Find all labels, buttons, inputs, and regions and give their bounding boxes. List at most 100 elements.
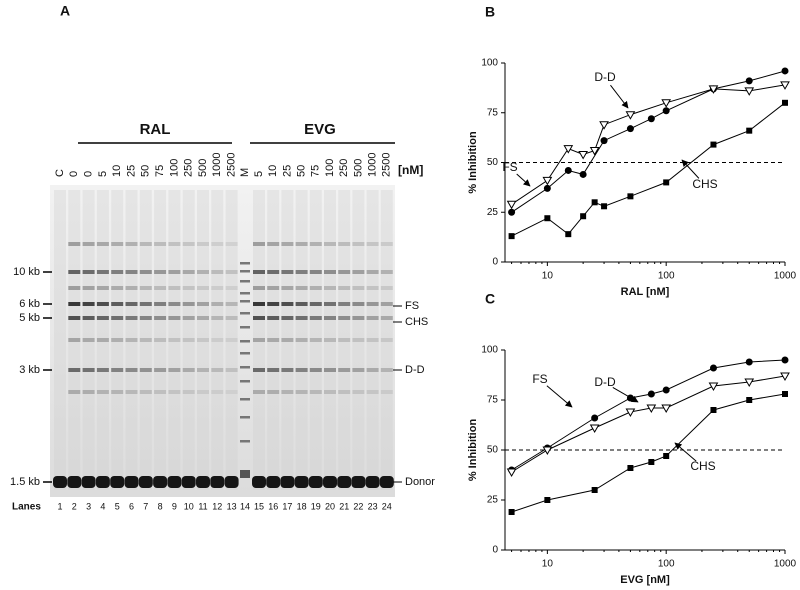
series-line — [511, 102, 786, 237]
marker — [591, 414, 599, 422]
lane-number: 20 — [325, 501, 335, 511]
band — [154, 316, 167, 320]
band — [324, 316, 336, 320]
marker — [782, 99, 788, 106]
lane-number: 16 — [268, 501, 278, 511]
marker — [544, 215, 551, 222]
band — [225, 242, 238, 246]
y-tick-label: 75 — [487, 395, 499, 406]
lane — [111, 190, 124, 490]
donor-band — [67, 476, 82, 488]
x-tick-label: 10 — [542, 271, 554, 282]
label-arrow — [612, 387, 639, 403]
band — [281, 242, 294, 246]
band — [154, 390, 167, 394]
band — [295, 270, 308, 274]
band — [225, 390, 238, 394]
band — [225, 270, 238, 274]
series-label: FS — [532, 372, 547, 386]
lane — [338, 190, 351, 490]
band — [309, 270, 322, 274]
band — [211, 368, 224, 372]
band — [324, 302, 336, 306]
lane-label: 1000 — [367, 153, 379, 177]
band — [295, 316, 308, 320]
size-marker: 10 kb — [13, 266, 40, 278]
marker — [780, 372, 790, 382]
donor-band — [365, 476, 380, 488]
donor-band — [252, 476, 266, 488]
band — [366, 242, 379, 246]
band — [197, 286, 209, 290]
band — [211, 316, 224, 320]
marker-band — [240, 326, 250, 329]
band — [352, 286, 365, 290]
band — [139, 316, 152, 320]
gel-image — [50, 185, 395, 497]
lane — [366, 190, 379, 490]
marker — [599, 121, 609, 130]
lane-label: 100 — [324, 159, 336, 177]
series-label: CHS — [692, 177, 717, 191]
marker — [542, 446, 553, 456]
band — [125, 286, 138, 290]
band — [225, 338, 238, 342]
band — [68, 390, 81, 394]
label-arrow — [610, 84, 629, 109]
marker — [646, 404, 657, 414]
marker — [781, 356, 789, 364]
series-label: FS — [502, 160, 517, 174]
band — [82, 270, 95, 274]
lane — [295, 190, 308, 490]
marker — [578, 151, 588, 160]
band — [96, 316, 109, 320]
band — [352, 302, 365, 306]
band — [211, 286, 224, 290]
band — [182, 338, 195, 342]
band — [380, 368, 393, 372]
band — [309, 286, 322, 290]
lane-number: 3 — [86, 501, 91, 511]
x-tick-label: 1000 — [774, 271, 797, 282]
marker — [663, 453, 670, 459]
band — [154, 270, 167, 274]
unit-label: [nM] — [398, 163, 423, 177]
band — [253, 316, 265, 320]
product-label: Donor — [405, 476, 435, 488]
lane-number: 11 — [198, 501, 207, 511]
size-marker: 5 kb — [19, 312, 40, 324]
band — [68, 316, 81, 320]
lane — [168, 190, 181, 490]
marker — [544, 497, 551, 503]
lane — [352, 190, 365, 490]
y-tick-label: 75 — [487, 107, 499, 118]
band — [324, 242, 336, 246]
band — [366, 338, 379, 342]
band — [68, 270, 81, 274]
lane-label: 2500 — [226, 153, 238, 177]
marker — [564, 166, 572, 174]
donor-band — [53, 476, 67, 488]
band — [366, 316, 379, 320]
band — [281, 368, 294, 372]
band — [139, 368, 152, 372]
band — [380, 316, 393, 320]
marker — [506, 200, 517, 210]
marker-band — [240, 270, 250, 273]
lane-label: 50 — [140, 165, 152, 177]
band — [338, 316, 351, 320]
band — [267, 390, 280, 394]
marker — [626, 125, 634, 133]
series-label: CHS — [690, 459, 715, 473]
lane-label: 5 — [253, 171, 265, 177]
band — [125, 316, 138, 320]
lane-label: 1000 — [211, 153, 223, 177]
lane-label: 50 — [296, 165, 308, 177]
marker — [589, 424, 600, 434]
band — [68, 302, 81, 306]
lane-number: 7 — [143, 501, 148, 511]
band — [295, 390, 308, 394]
lane-label: 0 — [83, 171, 95, 177]
band — [139, 302, 152, 306]
band — [295, 242, 308, 246]
